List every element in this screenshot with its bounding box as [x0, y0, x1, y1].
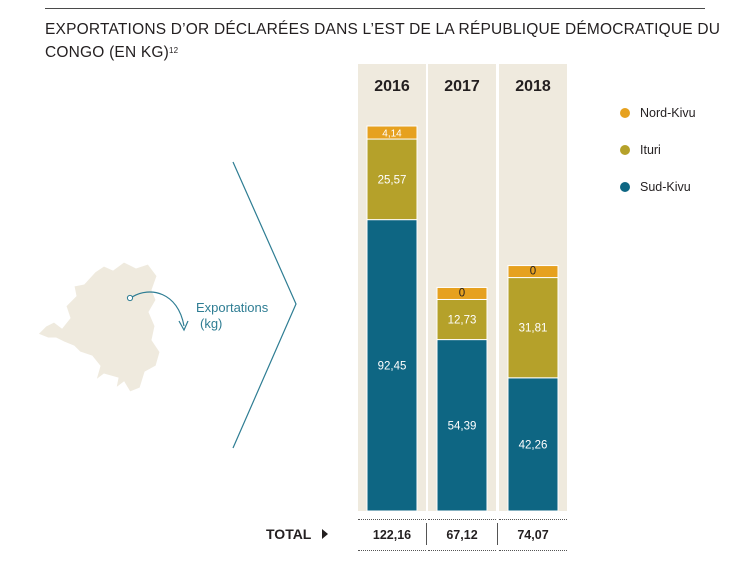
total-2016: 122,16: [358, 519, 426, 551]
legend-item-ituri: Ituri: [620, 141, 696, 159]
data-label-ituri-2017: 12,73: [448, 315, 477, 327]
legend-label-nord-kivu: Nord-Kivu: [640, 106, 696, 120]
total-arrow-icon: [322, 529, 328, 539]
arrow-head-icon: [178, 320, 189, 332]
bar-sud-kivu-2017: [436, 339, 488, 512]
legend-label-sud-kivu: Sud-Kivu: [640, 180, 691, 194]
chevron-line: [232, 161, 297, 449]
data-label-ituri-2016: 25,57: [378, 174, 407, 186]
bar-ituri-2016: [366, 138, 418, 221]
bar-nord-kivu-2018: [507, 265, 559, 279]
legend-item-sud-kivu: Sud-Kivu: [620, 178, 696, 196]
bar-ituri-2017: [436, 298, 488, 341]
exportations-label-line1: Exportations: [196, 300, 269, 315]
legend-item-nord-kivu: Nord-Kivu: [620, 104, 696, 122]
data-label-nord-kivu-2017: 0: [459, 287, 465, 299]
year-label-2016: 2016: [374, 78, 410, 95]
data-label-sud-kivu-2018: 42,26: [519, 439, 548, 451]
chart-title: EXPORTATIONS D’OR DÉCLARÉES DANS L’EST D…: [45, 18, 725, 64]
data-label-sud-kivu-2016: 92,45: [378, 360, 407, 372]
year-label-2017: 2017: [444, 78, 480, 95]
title-footnote: 12: [169, 46, 179, 55]
bar-nord-kivu-2017: [436, 286, 488, 300]
bars-layer: 2016 92,45 25,57 4,14 2017 54,39 12,73 0 2018 42,…: [358, 64, 567, 512]
legend-dot-sud-kivu: [620, 182, 630, 192]
drc-map: [37, 261, 189, 393]
legend-dot-nord-kivu: [620, 108, 630, 118]
data-label-nord-kivu-2016: 4,14: [382, 129, 402, 140]
data-label-nord-kivu-2018: 0: [530, 266, 536, 278]
legend-dot-ituri: [620, 145, 630, 155]
data-label-sud-kivu-2017: 54,39: [448, 420, 477, 432]
exportations-label-line2: (kg): [200, 316, 223, 331]
curved-arrow-icon: [131, 291, 185, 327]
total-2017: 67,12: [428, 519, 496, 551]
bar-nord-kivu-2016: [366, 125, 418, 140]
total-separator: [426, 523, 427, 545]
total-separator: [497, 523, 498, 545]
legend: Nord-Kivu Ituri Sud-Kivu: [620, 104, 696, 215]
bar-ituri-2018: [507, 277, 559, 379]
legend-label-ituri: Ituri: [640, 143, 661, 157]
drc-map-shape: [37, 261, 161, 393]
total-2018: 74,07: [499, 519, 567, 551]
bar-sud-kivu-2018: [507, 377, 559, 512]
total-label: TOTAL: [266, 526, 312, 542]
title-rule: [45, 8, 705, 9]
exportations-label: Exportations (kg): [196, 300, 268, 332]
map-location-dot: [126, 294, 134, 302]
data-label-ituri-2018: 31,81: [519, 323, 548, 335]
year-label-2018: 2018: [515, 78, 551, 95]
chart-title-text: EXPORTATIONS D’OR DÉCLARÉES DANS L’EST D…: [45, 21, 721, 61]
